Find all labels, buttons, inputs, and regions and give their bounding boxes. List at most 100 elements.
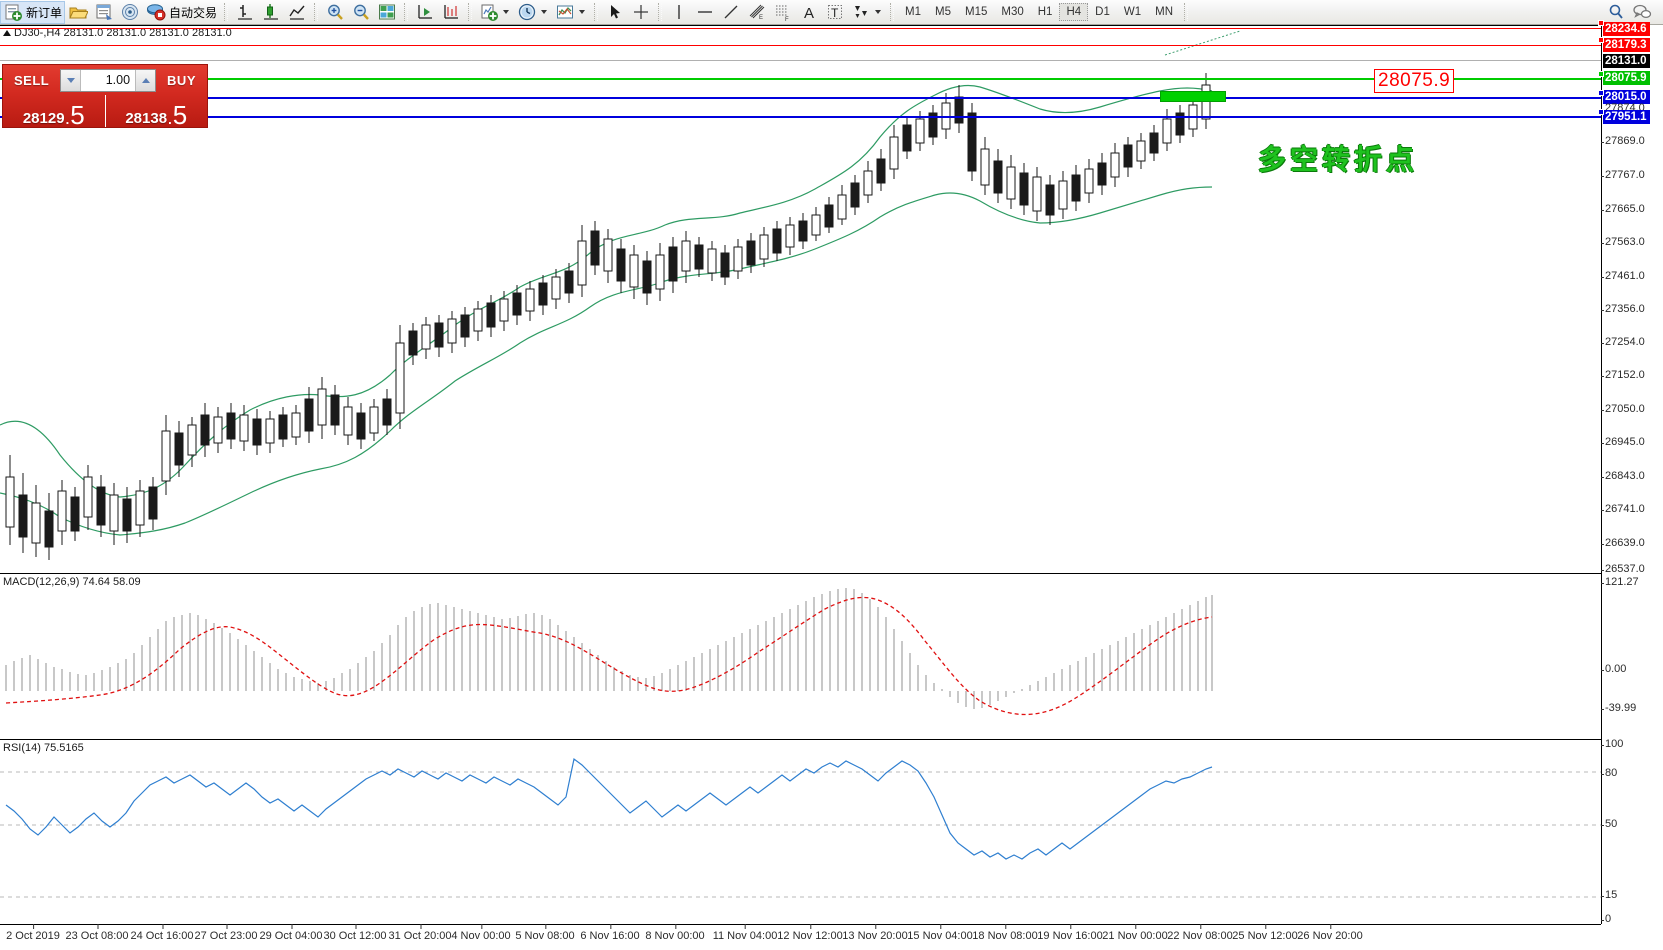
vertical-line-tool-button[interactable]: [666, 1, 692, 24]
bar-chart-button[interactable]: [232, 1, 258, 24]
price-axis[interactable]: 28234.6 28179.3 28131.0 28075.9 28015.0 …: [1600, 22, 1663, 925]
svg-text:T: T: [831, 6, 839, 20]
text-tool-button[interactable]: A: [796, 1, 822, 24]
time-tick: 30 Oct 12:00: [323, 924, 387, 942]
autotrading-button[interactable]: 自动交易: [143, 1, 220, 24]
chevron-down-icon[interactable]: [875, 10, 882, 14]
navigator-button[interactable]: [117, 1, 143, 24]
zoom-in-button[interactable]: [322, 1, 348, 24]
price-level-line-2[interactable]: [0, 37, 1604, 46]
autotrading-icon: [146, 2, 166, 22]
chevron-down-icon[interactable]: [541, 10, 548, 14]
sell-price-separator: .: [65, 112, 70, 127]
price-level-line-green[interactable]: [0, 71, 1604, 80]
cursor-tool-button[interactable]: [602, 1, 628, 24]
chart-area[interactable]: DJ30-,H4 28131.0 28131.0 28131.0 28131.0: [0, 20, 1663, 950]
collapse-triangle-icon[interactable]: [3, 30, 11, 36]
folder-button[interactable]: [65, 1, 91, 24]
time-tick: 2 Oct 2019: [6, 924, 60, 942]
price-badge-28075[interactable]: 28075.9: [1603, 71, 1650, 85]
price-badge-28234[interactable]: 28234.6: [1603, 22, 1650, 36]
auto-scroll-button[interactable]: [438, 1, 464, 24]
time-tick: 26 Nov 20:00: [1297, 924, 1363, 942]
shapes-tool-button[interactable]: [848, 1, 886, 24]
buy-price-separator: .: [168, 112, 172, 127]
shift-end-button[interactable]: [412, 1, 438, 24]
line-chart-button[interactable]: [284, 1, 310, 24]
timeframe-w1[interactable]: W1: [1123, 6, 1142, 18]
macd-pane[interactable]: MACD(12,26,9) 74.64 58.09: [0, 573, 1601, 736]
price-tick: 27767.0: [1601, 169, 1645, 181]
time-axis[interactable]: 2 Oct 2019 23 Oct 08:00 24 Oct 16:00 27 …: [0, 924, 1601, 950]
timeframe-d1[interactable]: D1: [1095, 6, 1110, 18]
timeframe-m15[interactable]: M15: [965, 6, 988, 18]
timeframe-m30[interactable]: M30: [1001, 6, 1024, 18]
chat-button[interactable]: [1629, 1, 1655, 24]
templates-button[interactable]: [552, 1, 590, 24]
candlestick-button[interactable]: [258, 1, 284, 24]
one-click-trading-panel[interactable]: SELL 1.00 BUY 28129 . 5: [2, 64, 208, 128]
fibonacci-tool-button[interactable]: F: [770, 1, 796, 24]
period-button[interactable]: [514, 1, 552, 24]
pane-divider: [0, 739, 1601, 740]
volume-increment-button[interactable]: [135, 69, 156, 91]
buy-button[interactable]: BUY: [167, 72, 196, 88]
price-badge-27951[interactable]: 27951.1: [1603, 110, 1650, 124]
timeframe-m1[interactable]: M1: [905, 6, 922, 18]
sell-price-fraction: 5: [70, 99, 85, 130]
price-tick: 27254.0: [1601, 336, 1645, 348]
timeframe-h4[interactable]: H4: [1059, 3, 1089, 21]
time-tick: 6 Nov 16:00: [580, 924, 640, 942]
chinese-annotation-label[interactable]: 多空转折点: [1258, 143, 1419, 176]
toolbar-separator: [890, 3, 895, 21]
macd-chart-svg: [5, 588, 1213, 716]
horizontal-line-tool-button[interactable]: [692, 1, 718, 24]
equidistant-channel-icon: E: [747, 2, 767, 22]
folder-icon: [68, 2, 89, 22]
timeframe-m5[interactable]: M5: [935, 6, 951, 18]
new-order-button[interactable]: 新订单: [0, 0, 66, 24]
price-level-line-1[interactable]: [0, 20, 1604, 29]
tile-windows-button[interactable]: [374, 1, 400, 24]
candlestick-icon: [261, 2, 281, 22]
data-window-button[interactable]: [91, 1, 117, 24]
chevron-down-icon[interactable]: [579, 10, 586, 14]
time-tick: 27 Oct 23:00: [194, 924, 258, 942]
text-icon: A: [799, 2, 819, 22]
price-level-line-blue-1[interactable]: [0, 90, 1604, 99]
svg-text:A: A: [804, 5, 814, 22]
sell-button[interactable]: SELL: [14, 72, 50, 88]
timeframe-group: M1 M5 M15 M30 H1 H4 D1 W1 MN: [898, 3, 1180, 21]
text-label-tool-button[interactable]: T: [822, 1, 848, 24]
price-badge-28179[interactable]: 28179.3: [1603, 38, 1650, 52]
price-badge-28131[interactable]: 28131.0: [1603, 54, 1650, 68]
volume-decrement-button[interactable]: [61, 69, 82, 91]
timeframe-h1[interactable]: H1: [1037, 6, 1053, 18]
bar-chart-icon: [235, 2, 255, 22]
search-button[interactable]: [1603, 1, 1629, 24]
text-label-icon: T: [825, 2, 845, 22]
price-badge-28015[interactable]: 28015.0: [1603, 90, 1650, 104]
equidistant-channel-button[interactable]: E: [744, 1, 770, 24]
trendline-tool-button[interactable]: [718, 1, 744, 24]
data-window-icon: [94, 2, 114, 22]
toolbar-separator: [404, 3, 409, 21]
shift-end-icon: [415, 2, 435, 22]
toolbar-separator: [314, 3, 319, 21]
timeframe-mn[interactable]: MN: [1155, 6, 1173, 18]
sell-price[interactable]: 28129 . 5: [3, 95, 106, 130]
price-zone-marker[interactable]: [1160, 91, 1226, 102]
price-pane[interactable]: DJ30-,H4 28131.0 28131.0 28131.0 28131.0: [0, 20, 1604, 570]
sell-price-integer: 28129: [22, 110, 65, 127]
buy-price[interactable]: 28138 . 5: [106, 95, 208, 127]
volume-stepper[interactable]: 1.00: [60, 68, 157, 92]
zoom-out-button[interactable]: [348, 1, 374, 24]
indicators-button[interactable]: [476, 1, 514, 24]
crosshair-tool-button[interactable]: [628, 1, 654, 24]
volume-value[interactable]: 1.00: [105, 73, 131, 87]
price-callout-label[interactable]: 28075.9: [1374, 69, 1455, 93]
price-level-line-blue-2[interactable]: [0, 109, 1604, 118]
chevron-down-icon[interactable]: [503, 10, 510, 14]
toolbar-separator: [1184, 3, 1188, 21]
rsi-pane[interactable]: RSI(14) 75.5165: [0, 739, 1601, 924]
